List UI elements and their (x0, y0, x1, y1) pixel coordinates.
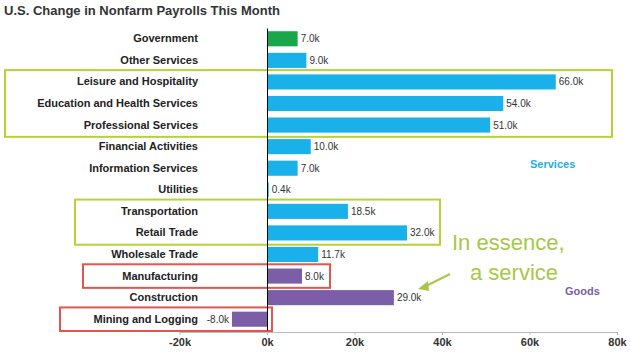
highlight-box-red (60, 307, 272, 331)
y-tick: Government (133, 32, 198, 44)
bar (267, 74, 556, 89)
y-tick: Utilities (158, 183, 198, 195)
category-label: Financial Activities (99, 140, 198, 152)
x-tick-label: -20k (169, 336, 192, 348)
highlight-box-green (5, 70, 612, 137)
data-label: 8.0k (305, 271, 325, 282)
category-label: Professional Services (84, 119, 198, 131)
y-tick: Mining and Logging (94, 313, 198, 325)
y-tick: Leisure and Hospitality (77, 75, 199, 87)
x-tick-mark (267, 332, 268, 335)
y-tick: Retail Trade (136, 226, 198, 238)
data-label: -8.0k (207, 314, 230, 325)
y-tick: Construction (130, 291, 199, 303)
x-tick: -20k (169, 332, 192, 348)
y-tick: Transportation (121, 205, 198, 217)
y-tick: Professional Services (84, 119, 198, 131)
x-tick: 80k (608, 332, 627, 348)
annotation: Services (530, 158, 575, 170)
category-label: Utilities (158, 183, 198, 195)
bar (267, 53, 306, 68)
bar (267, 204, 348, 219)
annotation: In essence, a service (452, 230, 565, 285)
data-label: 51.0k (493, 120, 518, 131)
y-tick: Other Services (120, 54, 198, 66)
data-label: 29.0k (397, 292, 422, 303)
x-tick: 0k (261, 332, 274, 348)
category-label: Government (133, 32, 198, 44)
data-label: 54.0k (506, 98, 531, 109)
chart: U.S. Change in Nonfarm Payrolls This Mon… (0, 0, 630, 363)
data-label: 32.0k (410, 227, 435, 238)
x-tick: 60k (521, 332, 540, 348)
data-label: 10.0k (314, 141, 339, 152)
bar (267, 269, 302, 284)
x-tick: 20k (346, 332, 365, 348)
x-tick-label: 80k (608, 336, 627, 348)
bar (267, 161, 298, 176)
data-label: 7.0k (301, 33, 321, 44)
y-tick: Education and Health Services (37, 97, 198, 109)
bar (267, 290, 394, 305)
highlight-boxes (5, 70, 612, 331)
category-label: Education and Health Services (37, 97, 198, 109)
category-label: Retail Trade (136, 226, 198, 238)
data-label: 18.5k (351, 206, 376, 217)
x-tick-label: 40k (433, 336, 452, 348)
annotation-line: a service (470, 260, 558, 285)
data-label: 0.4k (272, 184, 292, 195)
annotation-line: In essence, (452, 230, 565, 255)
category-label: Information Services (89, 162, 198, 174)
data-labels: 7.0k 9.0k 66.0k 54.0k 51.0k 10.0k 7.0k 0.4k 18.5… (207, 33, 584, 324)
x-axis: -20k 0k 20k 40k 60k 80k (169, 332, 628, 348)
x-axis-line (180, 332, 618, 333)
bar (267, 247, 318, 262)
category-label: Manufacturing (122, 270, 198, 282)
y-tick: Manufacturing (122, 270, 198, 282)
zero-line (267, 29, 268, 331)
x-tick-mark (530, 332, 531, 335)
category-label: Other Services (120, 54, 198, 66)
y-axis: Government Other Services Leisure and Hosp… (37, 29, 267, 331)
data-label: 7.0k (301, 163, 321, 174)
bar (267, 96, 503, 111)
category-label: Mining and Logging (94, 313, 198, 325)
x-tick-label: 20k (346, 336, 365, 348)
bar (267, 118, 490, 133)
highlight-box-red (83, 264, 330, 288)
highlight-box-green (75, 200, 440, 245)
bar (267, 139, 311, 154)
x-tick: 40k (433, 332, 452, 348)
y-tick: Financial Activities (99, 140, 198, 152)
bar (267, 225, 407, 240)
bar (232, 312, 267, 327)
x-tick-label: 0k (261, 336, 274, 348)
data-label: 11.7k (321, 249, 346, 260)
x-tick-label: 60k (521, 336, 540, 348)
x-tick-mark (442, 332, 443, 335)
y-tick: Information Services (89, 162, 198, 174)
annotations: Services Goods In essence, a service (418, 158, 600, 297)
category-label: Transportation (121, 205, 198, 217)
category-label: Construction (130, 291, 199, 303)
category-label: Leisure and Hospitality (77, 75, 199, 87)
annotation-arrowhead (418, 281, 429, 291)
bar (267, 31, 298, 46)
title: U.S. Change in Nonfarm Payrolls This Mon… (4, 3, 280, 18)
y-tick: Wholesale Trade (111, 248, 198, 260)
x-tick-mark (180, 332, 181, 335)
category-label: Wholesale Trade (111, 248, 198, 260)
data-label: 66.0k (559, 76, 584, 87)
x-tick-mark (617, 332, 618, 335)
data-label: 9.0k (309, 55, 329, 66)
x-tick-mark (355, 332, 356, 335)
annotation: Goods (565, 285, 600, 297)
